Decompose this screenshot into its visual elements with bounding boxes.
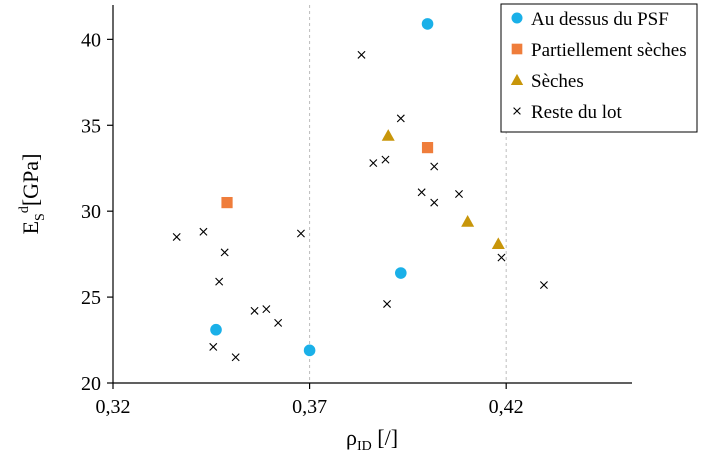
- legend-marker-reste-du-lot: [513, 107, 521, 115]
- legend-marker-partiellement-seches: [511, 43, 523, 55]
- point-au-dessus-du-psf: [303, 344, 316, 357]
- legend-box: [500, 3, 698, 133]
- point-reste-du-lot: [199, 227, 208, 236]
- point-au-dessus-du-psf: [210, 323, 222, 336]
- ticks: 0,32 0,37 0,42 20 25 30 35 40: [81, 29, 524, 418]
- legend-label-au-dessus-du-psf: Au dessus du PSF: [531, 9, 669, 30]
- y-tick-label: 30: [81, 201, 101, 223]
- y-axis-label: ESd[GPa]: [17, 154, 48, 235]
- point-reste-du-lot: [357, 50, 366, 59]
- legend-label-partiellement-seches: Partiellement sèches: [531, 40, 687, 61]
- legend-label-seches: Sèches: [531, 71, 584, 92]
- point-reste-du-lot: [215, 277, 224, 286]
- point-seches: [491, 237, 505, 250]
- axes: [112, 5, 632, 384]
- point-reste-du-lot: [262, 305, 271, 314]
- point-reste-du-lot: [172, 232, 181, 241]
- point-reste-du-lot: [209, 342, 218, 351]
- y-tick-label: 35: [81, 115, 101, 137]
- point-au-dessus-du-psf: [395, 267, 407, 279]
- point-reste-du-lot: [220, 248, 229, 257]
- data-points: [172, 18, 548, 362]
- grid-lines: [112, 5, 507, 383]
- x-tick-label: 0,37: [292, 396, 327, 418]
- y-tick-label: 25: [81, 287, 101, 309]
- point-reste-du-lot: [296, 229, 305, 238]
- x-axis-label: ρID [/]: [346, 425, 398, 454]
- y-tick-label: 20: [81, 373, 101, 395]
- legend-marker-au-dessus-du-psf: [511, 12, 523, 24]
- point-reste-du-lot: [381, 155, 390, 164]
- point-reste-du-lot: [250, 306, 259, 315]
- point-reste-du-lot: [231, 353, 240, 362]
- legend-label-reste-du-lot: Reste du lot: [531, 102, 622, 123]
- x-tick-label: 0,42: [489, 396, 524, 418]
- point-reste-du-lot: [497, 253, 506, 262]
- point-seches: [461, 214, 475, 227]
- point-reste-du-lot: [274, 318, 283, 327]
- point-reste-du-lot: [430, 198, 439, 207]
- x-tick-label: 0,32: [96, 396, 131, 418]
- legend-marker-seches: [510, 73, 524, 85]
- point-reste-du-lot: [455, 190, 463, 198]
- point-reste-du-lot: [369, 159, 378, 168]
- point-partiellement-seches: [221, 196, 233, 209]
- point-seches: [381, 129, 395, 141]
- point-au-dessus-du-psf: [421, 18, 434, 30]
- point-reste-du-lot: [383, 299, 392, 308]
- point-reste-du-lot: [417, 188, 426, 197]
- y-tick-label: 40: [81, 29, 101, 51]
- point-reste-du-lot: [539, 281, 548, 290]
- point-reste-du-lot: [396, 114, 405, 123]
- point-partiellement-seches: [421, 142, 434, 154]
- point-reste-du-lot: [430, 162, 439, 171]
- legend: Au dessus du PSF Partiellement sèches Sèch…: [500, 3, 698, 133]
